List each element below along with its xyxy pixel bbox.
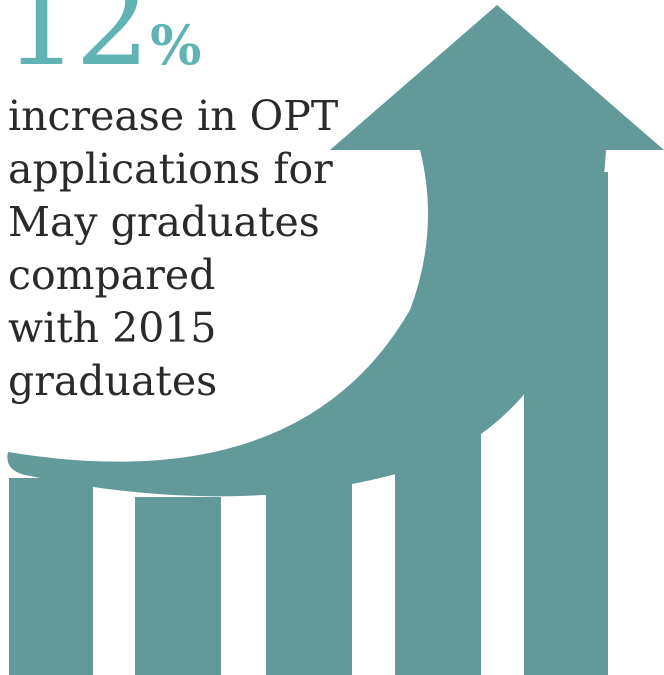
bar-1: [9, 478, 93, 675]
bar-2: [135, 497, 221, 675]
curved-up-arrow: [7, 5, 664, 497]
caption-line: with 2015: [8, 304, 217, 352]
stat-number: 12: [4, 0, 150, 92]
caption-line: applications for: [8, 145, 333, 193]
stat-unit: %: [150, 13, 202, 77]
bar-3: [266, 468, 352, 675]
caption-line: graduates: [8, 357, 218, 405]
caption-line: May graduates: [8, 198, 320, 246]
caption-line: increase in OPT: [8, 92, 339, 140]
stat-caption: increase in OPT applications for May gra…: [8, 90, 348, 408]
caption-line: compared: [8, 251, 216, 299]
stat-percentage: 12%: [4, 0, 201, 82]
